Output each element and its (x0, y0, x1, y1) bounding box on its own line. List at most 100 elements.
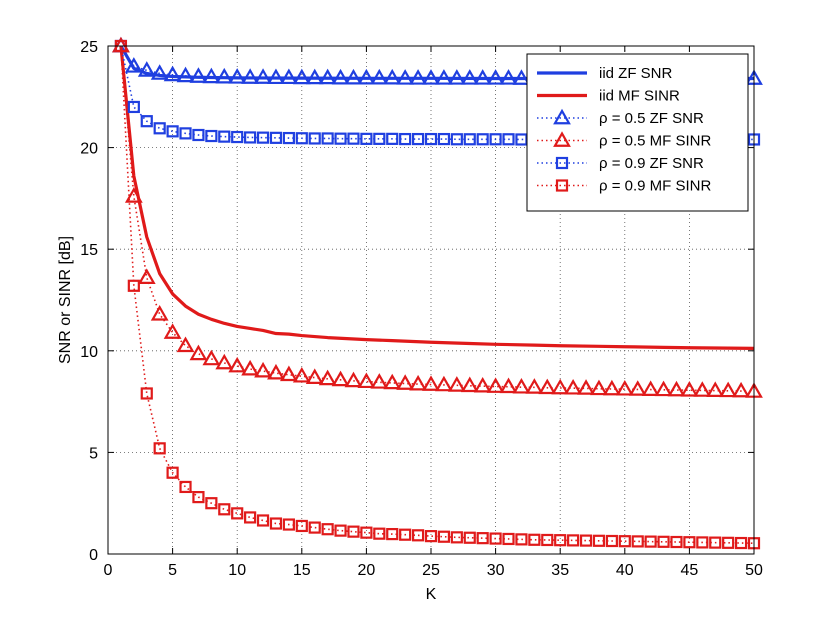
x-tick-label: 35 (551, 562, 569, 579)
square-marker (734, 536, 748, 550)
square-marker (605, 534, 618, 548)
square-marker (437, 530, 451, 543)
triangle-marker (215, 353, 234, 370)
triangle-marker (396, 69, 415, 85)
legend-box (526, 53, 749, 212)
triangle-marker (409, 69, 427, 85)
square-marker (153, 442, 166, 455)
series-layer (112, 36, 763, 550)
legend-item: iid ZF SNR (537, 65, 673, 82)
triangle-marker (693, 381, 712, 397)
triangle-marker (124, 187, 143, 203)
square-marker (360, 132, 373, 145)
triangle-marker (137, 268, 156, 284)
triangle-marker (163, 65, 182, 82)
y-tick-label: 25 (80, 39, 98, 56)
square-marker (127, 279, 140, 292)
triangle-marker (564, 378, 583, 395)
triangle-marker (435, 375, 453, 392)
square-marker (476, 133, 489, 146)
triangle-marker (499, 377, 518, 394)
square-marker (231, 507, 244, 520)
square-marker (528, 533, 541, 546)
square-marker (295, 132, 308, 145)
triangle-marker (254, 68, 272, 84)
triangle-marker (460, 376, 479, 393)
x-tick-label: 20 (358, 562, 376, 579)
square-marker (515, 533, 528, 546)
square-marker (269, 517, 283, 530)
square-marker (373, 527, 386, 540)
square-marker (555, 156, 569, 170)
square-marker (334, 132, 347, 145)
square-marker (399, 132, 412, 146)
square-marker (592, 534, 606, 547)
square-marker (308, 521, 321, 534)
triangle-marker (654, 380, 673, 397)
triangle-marker (370, 68, 389, 85)
triangle-marker (189, 67, 208, 83)
series-line (120, 45, 754, 80)
square-marker (166, 125, 179, 138)
triangle-marker (344, 68, 363, 85)
triangle-marker (176, 66, 195, 83)
triangle-marker (344, 371, 363, 388)
triangle-marker (602, 379, 621, 396)
triangle-marker (422, 375, 440, 391)
triangle-marker (215, 67, 234, 84)
triangle-marker (279, 68, 298, 85)
legend-item: iid MF SINR (537, 88, 680, 105)
square-marker (567, 534, 580, 547)
square-marker (670, 535, 683, 549)
square-marker (399, 528, 412, 541)
triangle-marker (202, 67, 221, 84)
triangle-marker (228, 356, 247, 373)
square-marker (282, 131, 295, 145)
legend-label: iid ZF SNR (599, 65, 673, 82)
square-marker (334, 524, 347, 537)
square-marker (476, 532, 489, 545)
triangle-marker (163, 323, 182, 339)
legend: iid ZF SNR iid MF SINR ρ = 0.5 ZF SNR ρ = 0… (526, 53, 749, 212)
triangle-marker (383, 68, 402, 85)
triangle-marker (422, 69, 440, 85)
legend-item: ρ = 0.9 MF SINR (537, 178, 711, 195)
triangle-marker (241, 68, 260, 84)
square-marker (541, 533, 554, 547)
square-marker (555, 179, 569, 192)
legend-label: ρ = 0.9 ZF SNR (599, 155, 704, 172)
square-marker (321, 132, 334, 145)
square-marker (140, 387, 153, 400)
triangle-marker (228, 68, 247, 84)
triangle-marker (473, 376, 492, 393)
triangle-marker (435, 69, 453, 85)
triangle-marker (719, 381, 738, 398)
square-marker (696, 536, 709, 549)
square-marker (631, 535, 644, 548)
triangle-marker (551, 378, 570, 395)
x-tick-label: 30 (487, 562, 505, 579)
y-tick-label: 5 (89, 445, 98, 462)
square-marker (295, 519, 308, 533)
triangle-marker (553, 108, 571, 125)
square-marker (269, 131, 283, 144)
x-tick-label: 25 (422, 562, 440, 579)
square-marker (231, 130, 244, 144)
triangle-marker (318, 68, 337, 85)
y-tick-label: 0 (89, 547, 98, 564)
square-marker (256, 131, 270, 144)
triangle-marker (331, 370, 350, 387)
square-marker (386, 132, 399, 145)
square-marker (218, 503, 231, 516)
square-marker (709, 536, 722, 549)
legend-item: ρ = 0.5 MF SINR (537, 131, 711, 150)
legend-label: ρ = 0.9 MF SINR (599, 178, 711, 195)
x-tick-label: 50 (745, 562, 763, 579)
triangle-marker (305, 368, 324, 384)
triangle-marker (357, 372, 376, 389)
square-marker (244, 131, 257, 144)
square-marker (179, 127, 192, 140)
triangle-marker (124, 57, 143, 73)
x-tick-label: 10 (228, 562, 246, 579)
square-marker (489, 532, 502, 545)
